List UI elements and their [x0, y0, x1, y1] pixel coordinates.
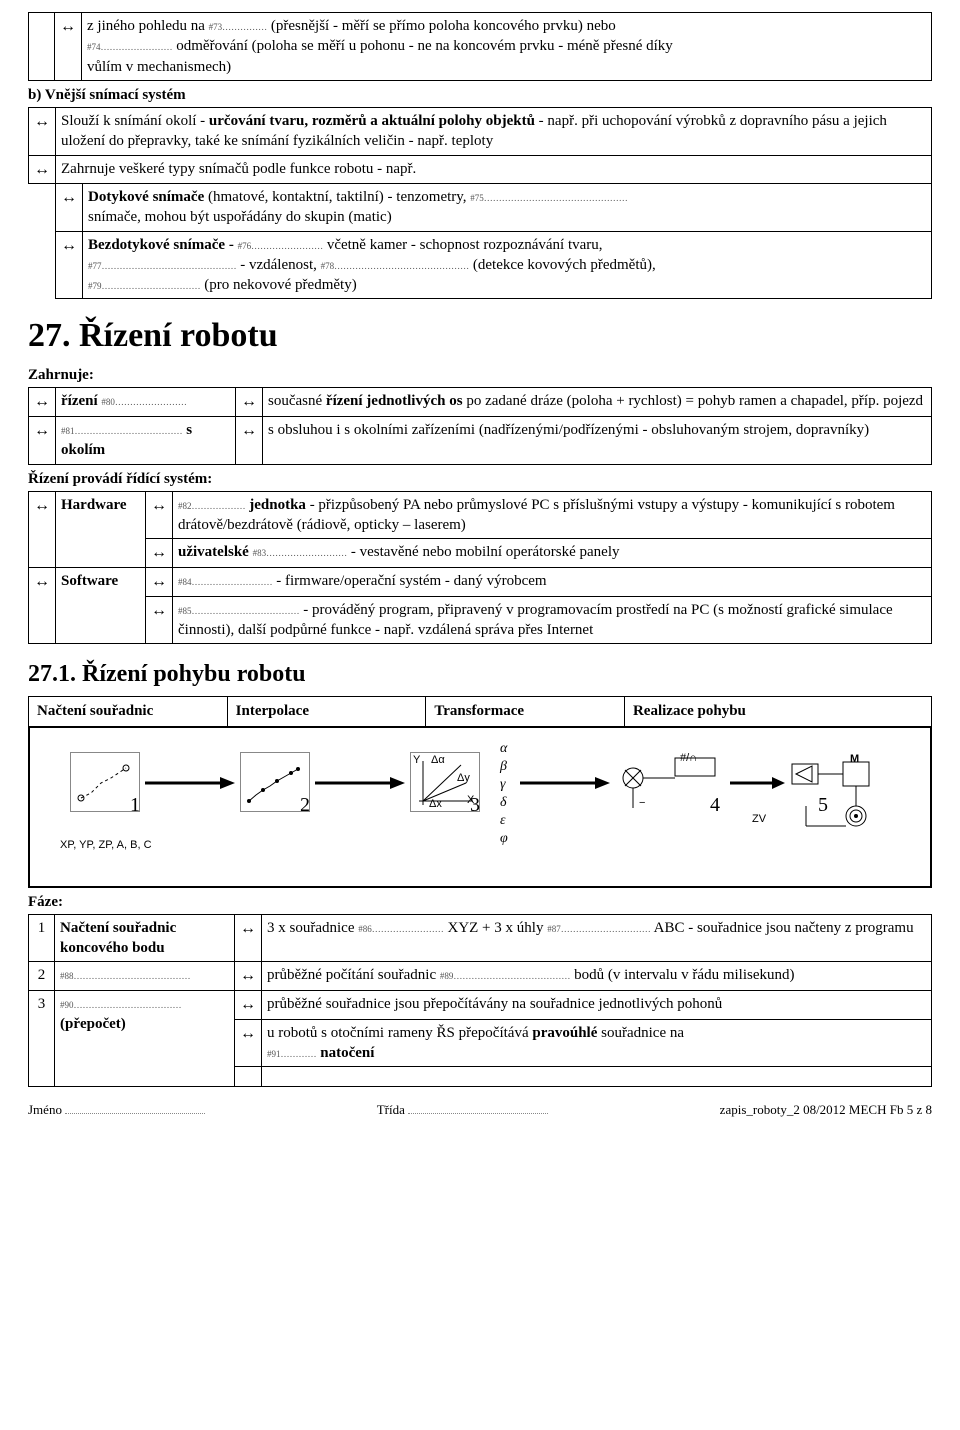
footer-doc-id: zapis_roboty_2 08/2012 MECH Fb 5 z 8 [720, 1101, 932, 1119]
arrow-cell: ↔ [29, 417, 56, 465]
cell-label: řízení #80…………………… [56, 388, 236, 417]
cell-desc: současné řízení jednotlivých os po zadan… [263, 388, 932, 417]
phase-num: 2 [29, 962, 55, 991]
sensor-system-table: ↔ z jiného pohledu na #73…………… (přesnějš… [28, 12, 932, 81]
subheading-system: Řízení provádí řídící systém: [28, 469, 932, 489]
phase-title: #90……………………………… (přepočet) [55, 991, 235, 1087]
outer-sensor-table: ↔ Slouží k snímání okolí - určování tvar… [28, 107, 932, 299]
subheading-faze: Fáze: [28, 892, 932, 912]
arrow-icon [730, 773, 785, 793]
step5-icon [788, 746, 908, 836]
pipeline-col-1: Načtení souřadnic [29, 697, 228, 726]
pipeline-col-2: Interpolace [227, 697, 426, 726]
heading-27: 27. Řízení robotu [28, 313, 932, 359]
row-text: Zahrnuje veškeré typy snímačů podle funk… [56, 155, 932, 184]
footer-class-label: Třída [377, 1102, 405, 1117]
pipeline-header-table: Načtení souřadnic Interpolace Transforma… [28, 696, 932, 887]
footer-name-label: Jméno [28, 1102, 62, 1117]
subheading-b: b) Vnější snímací systém [28, 85, 932, 105]
page-footer: Jméno Třída zapis_roboty_2 08/2012 MECH … [28, 1101, 932, 1119]
row-text: Slouží k snímání okolí - určování tvaru,… [56, 108, 932, 156]
phase-desc: průběžné počítání souřadnic #89………………………… [262, 962, 932, 991]
arrow-cell: ↔ [235, 914, 262, 962]
arrow-cell: ↔ [235, 991, 262, 1020]
arrow-cell: ↔ [55, 13, 82, 81]
arrow-icon [315, 773, 405, 793]
phases-table: 1 Načtení souřadnic koncového bodu ↔ 3 x… [28, 914, 932, 1087]
phase-num: 3 [29, 991, 55, 1087]
arrow-cell: ↔ [56, 231, 83, 299]
phase-title: #88………………………………… [55, 962, 235, 991]
arrow-cell: ↔ [29, 108, 56, 156]
coords-label: XP, YP, ZP, A, B, C [60, 838, 152, 853]
heading-27-1: 27.1. Řízení pohybu robotu [28, 658, 932, 690]
phase-desc: průběžné souřadnice jsou přepočítávány n… [262, 991, 932, 1020]
cell-software: Software [56, 567, 146, 643]
includes-table: ↔ řízení #80…………………… ↔ současné řízení j… [28, 387, 932, 464]
cell-hardware: Hardware [56, 491, 146, 567]
phase-title: Načtení souřadnic koncového bodu [55, 914, 235, 962]
arrow-cell: ↔ [235, 1019, 262, 1067]
arrow-cell: ↔ [146, 567, 173, 596]
arrow-cell: ↔ [146, 539, 173, 568]
arrow-cell: ↔ [56, 184, 83, 232]
pipeline-col-4: Realizace pohybu [624, 697, 931, 726]
arrow-cell: ↔ [146, 491, 173, 539]
arrow-cell: ↔ [29, 567, 56, 643]
cell-desc: #84……………………… - firmware/operační systém … [173, 567, 932, 596]
row-text: Bezdotykové snímače - #76…………………… včetně… [83, 231, 932, 299]
arrow-cell: ↔ [29, 388, 56, 417]
subheading-zahrnuje: Zahrnuje: [28, 365, 932, 385]
phase-num: 1 [29, 914, 55, 962]
pipeline-col-3: Transformace [426, 697, 625, 726]
arrow-cell: ↔ [236, 417, 263, 465]
cell-desc: uživatelské #83……………………… - vestavěné neb… [173, 539, 932, 568]
arrow-cell: ↔ [236, 388, 263, 417]
cell-desc: s obsluhou i s okolními zařízeními (nadř… [263, 417, 932, 465]
svg-text:−: − [639, 797, 645, 809]
arrow-cell: ↔ [146, 596, 173, 644]
arrow-cell: ↔ [29, 155, 56, 184]
arrow-cell: ↔ [29, 491, 56, 567]
control-system-table: ↔ Hardware ↔ #82……………… jednotka - přizpů… [28, 491, 932, 644]
cell-label: #81……………………………… s okolím [56, 417, 236, 465]
row-text: Dotykové snímače (hmatové, kontaktní, ta… [83, 184, 932, 232]
arrow-cell: ↔ [235, 962, 262, 991]
arrow-icon [520, 773, 610, 793]
motion-control-diagram: 1 XP, YP, ZP, A, B, C 2 [29, 727, 931, 887]
phase-desc: 3 x souřadnice #86…………………… XYZ + 3 x úhl… [262, 914, 932, 962]
cell-desc: #82……………… jednotka - přizpůsobený PA neb… [173, 491, 932, 539]
cell-desc: #85……………………………… - prováděný program, při… [173, 596, 932, 644]
arrow-icon [145, 773, 235, 793]
row-text: z jiného pohledu na #73…………… (přesnější … [82, 13, 932, 81]
phase-desc: u robotů s otočními rameny ŘS přepočítáv… [262, 1019, 932, 1067]
